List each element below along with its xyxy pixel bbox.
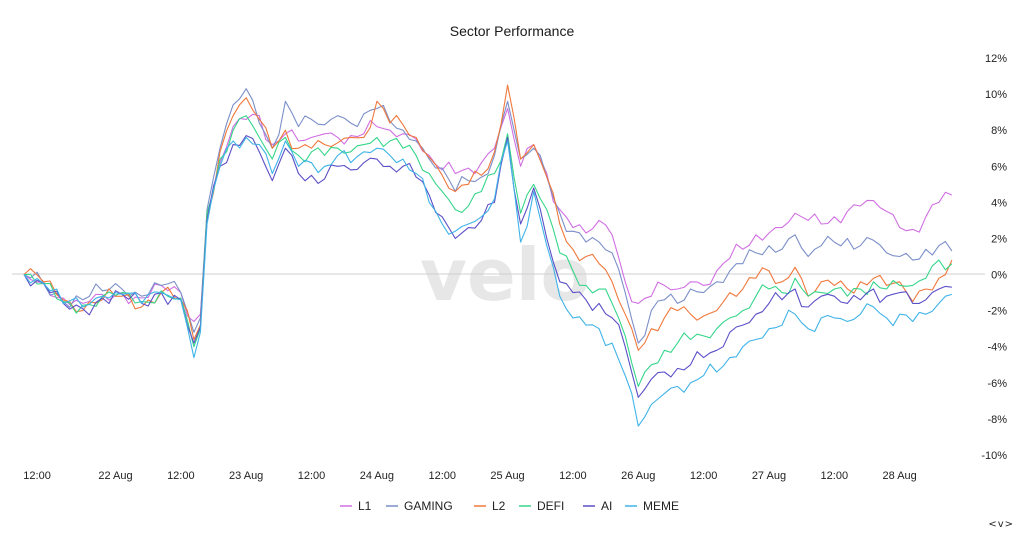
legend-label-ai: AI (601, 499, 612, 513)
y-tick-label: -10% (981, 450, 1007, 462)
x-tick-label: 12:00 (559, 470, 587, 482)
y-tick-label: -6% (987, 378, 1007, 390)
y-tick-label: 4% (991, 197, 1007, 209)
y-tick-label: -2% (987, 306, 1007, 318)
y-tick-label: 8% (991, 125, 1007, 137)
x-tick-label: 12:00 (23, 470, 51, 482)
x-tick-label: 12:00 (167, 470, 195, 482)
y-tick-label: -8% (987, 414, 1007, 426)
x-axis: 12:00 22 Aug 12:00 23 Aug 12:00 24 Aug 12:00 25… (23, 470, 916, 482)
legend-label-defi: DEFI (537, 499, 564, 513)
legend-label-l2: L2 (492, 499, 506, 513)
x-tick-label: 12:00 (428, 470, 456, 482)
x-tick-label: 28 Aug (883, 470, 917, 482)
x-tick-label: 12:00 (298, 470, 326, 482)
x-tick-label: 25 Aug (490, 470, 524, 482)
x-tick-label: 24 Aug (360, 470, 394, 482)
y-tick-label: 6% (991, 161, 1007, 173)
y-tick-label: 12% (985, 53, 1007, 65)
x-tick-label: 22 Aug (98, 470, 132, 482)
y-tick-label: -4% (987, 342, 1007, 354)
chart-title: Sector Performance (450, 23, 575, 39)
legend-label-meme: MEME (643, 499, 679, 513)
y-tick-label: 0% (991, 270, 1007, 282)
series-line-ai (23, 135, 952, 398)
x-tick-label: 12:00 (690, 470, 718, 482)
x-tick-label: 12:00 (821, 470, 849, 482)
x-tick-label: 26 Aug (621, 470, 655, 482)
series-line-gaming (23, 88, 953, 344)
legend: L1 GAMING L2 DEFI AI MEME (340, 499, 679, 513)
y-tick-label: 10% (985, 89, 1007, 101)
velo-watermark: velo (420, 233, 590, 317)
legend-label-gaming: GAMING (404, 499, 453, 513)
series-line-meme (23, 136, 953, 427)
x-tick-label: 23 Aug (229, 470, 263, 482)
series-layer (23, 84, 953, 427)
y-tick-label: 2% (991, 233, 1007, 245)
y-axis: 12% 10% 8% 6% 4% 2% 0% -2% -4% -6% -8% -10% (981, 53, 1007, 462)
x-tick-label: 27 Aug (752, 470, 786, 482)
legend-label-l1: L1 (358, 499, 372, 513)
series-line-l1 (23, 107, 953, 323)
chart-nav-arrows[interactable]: <v> (988, 519, 1014, 530)
